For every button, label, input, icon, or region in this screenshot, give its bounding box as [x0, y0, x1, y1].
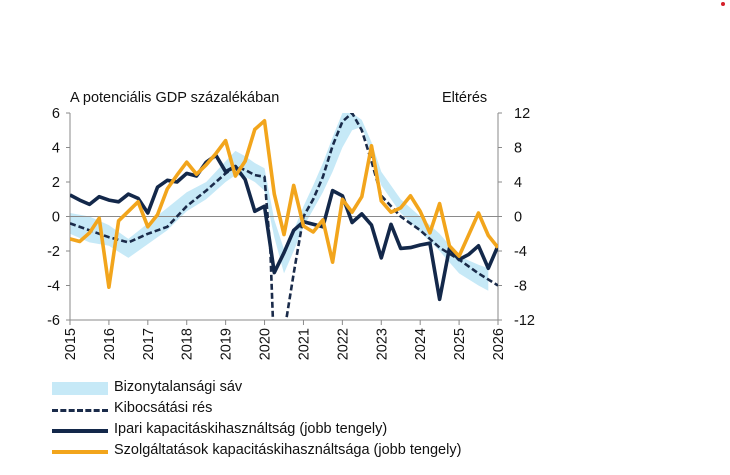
x-tick-label: 2016 — [102, 328, 118, 360]
legend-label-output-gap: Kibocsátási rés — [114, 400, 213, 416]
right-tick-label: 0 — [514, 210, 522, 226]
legend-label-services: Szolgáltatások kapacitáskihasználtsága (… — [114, 442, 462, 458]
x-tick-label: 2023 — [374, 328, 390, 360]
left-tick-label: 0 — [52, 210, 60, 226]
corner-accent-dot — [721, 2, 725, 6]
right-axis-title: Eltérés — [442, 90, 488, 106]
right-tick-label: -12 — [514, 313, 535, 329]
right-tick-label: 8 — [514, 141, 522, 157]
left-tick-label: -2 — [47, 244, 60, 260]
right-tick-label: -8 — [514, 279, 527, 295]
left-tick-label: 2 — [52, 175, 60, 191]
output-gap-line — [70, 113, 498, 320]
services-capacity-line — [70, 119, 498, 290]
chart-canvas: 6 4 2 0 -2 -4 -6 12 8 4 0 -4 -8 -12 2015 2016 2017 2018 20… — [47, 106, 535, 360]
x-tick-label: 2026 — [491, 328, 507, 360]
x-tick-label: 2022 — [335, 328, 351, 360]
x-tick-label: 2019 — [219, 328, 235, 360]
legend-label-band: Bizonytalansági sáv — [114, 379, 243, 395]
left-tick-label: -4 — [47, 279, 60, 295]
left-tick-label: -6 — [47, 313, 60, 329]
x-tick-label: 2021 — [296, 328, 312, 360]
x-tick-label: 2025 — [452, 328, 468, 360]
right-tick-label: 4 — [514, 175, 522, 191]
right-tick-label: 12 — [514, 106, 530, 122]
x-tick-label: 2015 — [63, 328, 79, 360]
left-axis-title: A potenciális GDP százalékában — [70, 90, 280, 106]
legend-label-industrial: Ipari kapacitáskihasználtság (jobb tenge… — [114, 421, 388, 437]
right-tick-label: -4 — [514, 244, 527, 260]
legend-swatch-services — [52, 450, 108, 454]
x-tick-label: 2020 — [258, 328, 274, 360]
x-tick-label: 2024 — [413, 328, 429, 360]
uncertainty-band-area — [70, 113, 489, 291]
x-tick-label: 2018 — [180, 328, 196, 360]
left-tick-label: 4 — [52, 141, 60, 157]
left-tick-label: 6 — [52, 106, 60, 122]
x-tick-label: 2017 — [141, 328, 157, 360]
legend-swatch-industrial — [52, 429, 108, 433]
legend-swatch-output-gap — [52, 409, 108, 412]
industrial-capacity-line — [70, 153, 498, 302]
legend-swatch-band — [52, 382, 108, 395]
